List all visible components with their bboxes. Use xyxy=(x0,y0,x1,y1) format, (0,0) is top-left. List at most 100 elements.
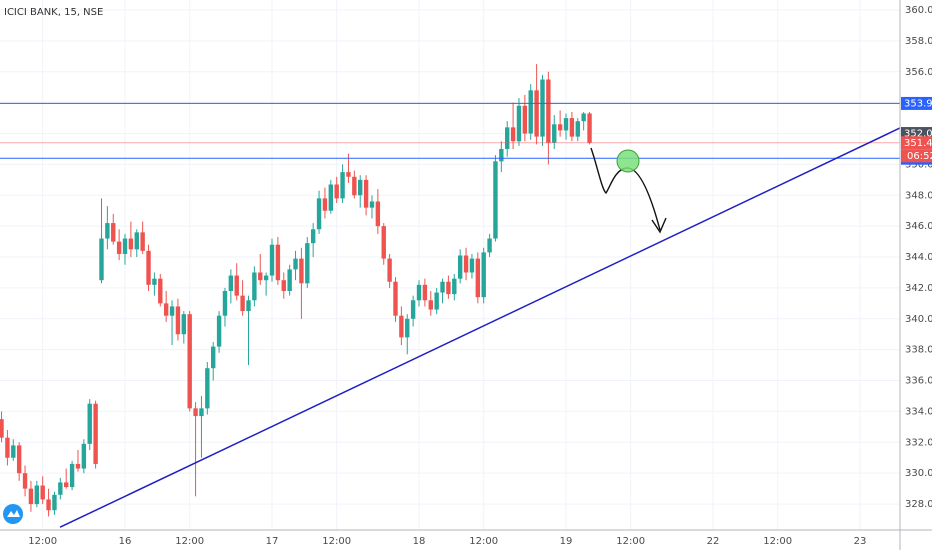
x-tick-label: 12:00 xyxy=(175,536,204,547)
candle-body xyxy=(575,121,580,137)
candle-body xyxy=(58,482,63,495)
candle-body xyxy=(528,90,533,134)
candle-body xyxy=(387,258,392,282)
candle-body xyxy=(534,90,539,137)
marks xyxy=(0,64,901,528)
crosshair-label: 352.00 xyxy=(904,129,932,140)
candle-body xyxy=(5,437,10,458)
y-tick-label: 328.00 xyxy=(905,499,932,510)
candle-body xyxy=(499,148,504,162)
x-tick-label: 18 xyxy=(413,536,426,547)
candle-body xyxy=(146,250,151,285)
candle-body xyxy=(64,482,69,488)
candle-body xyxy=(28,488,34,505)
x-tick-label: 16 xyxy=(119,536,132,547)
chart-title: ICICI BANK, 15, NSE xyxy=(4,7,103,18)
candle-body xyxy=(140,232,145,251)
x-tick-label: 17 xyxy=(266,536,279,547)
candle-body xyxy=(111,223,116,242)
candle-body xyxy=(393,281,398,316)
candle-body xyxy=(93,403,98,464)
candle-body xyxy=(16,445,22,474)
candle-body xyxy=(505,127,510,149)
current-price-box xyxy=(901,136,932,150)
candle-body xyxy=(546,79,551,143)
trend-line xyxy=(59,127,901,528)
y-tick-label: 340.00 xyxy=(905,314,932,325)
candle-body xyxy=(522,105,528,134)
y-tick-label: 330.00 xyxy=(905,468,932,479)
candle-body xyxy=(34,485,40,505)
candle-body xyxy=(228,275,234,292)
candle-body xyxy=(152,278,157,285)
candle-body xyxy=(287,269,292,292)
candle-body xyxy=(410,300,416,319)
y-tick-label: 332.00 xyxy=(905,437,932,448)
candle-body xyxy=(487,238,492,253)
y-tick-label: 358.00 xyxy=(905,36,932,47)
level-box xyxy=(901,96,932,110)
candle-body xyxy=(281,280,286,292)
y-tick-label: 346.00 xyxy=(905,221,932,232)
candle-body xyxy=(440,281,445,293)
candle-body xyxy=(134,232,139,250)
candle-body xyxy=(193,408,198,417)
candle-body xyxy=(363,179,369,208)
price-axis xyxy=(900,0,932,550)
y-tick-label: 356.00 xyxy=(905,67,932,78)
candle-body xyxy=(299,258,304,284)
candle-body xyxy=(69,463,75,488)
candle-body xyxy=(334,184,339,199)
candle-body xyxy=(428,300,433,310)
x-tick-label: 12:00 xyxy=(28,536,57,547)
candle-body xyxy=(234,275,239,296)
candle-body xyxy=(493,161,498,239)
candle-body xyxy=(457,255,463,279)
candle-body xyxy=(405,318,410,338)
countdown-label: 06:52 xyxy=(907,151,932,162)
candle-body xyxy=(587,113,592,143)
candle-body xyxy=(469,258,475,273)
candle-body xyxy=(540,79,545,137)
candle-body xyxy=(81,443,87,469)
x-tick-label: 19 xyxy=(560,536,573,547)
candle-body xyxy=(310,229,316,244)
candle-body xyxy=(346,172,351,177)
candle-body xyxy=(463,255,469,273)
axis-labels: 328.00 330.00 332.00 334.00 336.00 338.00 340.… xyxy=(28,5,932,547)
candle-body xyxy=(187,314,192,409)
y-tick-label: 348.00 xyxy=(905,190,932,201)
candle-body xyxy=(158,278,163,304)
candle-body xyxy=(452,278,457,295)
y-tick-label: 334.00 xyxy=(905,406,932,417)
candle-body xyxy=(275,244,281,281)
grid xyxy=(0,0,900,530)
y-tick-label: 336.00 xyxy=(905,376,932,387)
candle-body xyxy=(128,238,134,250)
candle-body xyxy=(252,272,257,301)
level-label: 353.95 xyxy=(904,98,932,109)
freehand-arrow xyxy=(590,147,667,234)
candle-body xyxy=(358,179,363,196)
candle-body xyxy=(205,368,210,409)
candle-body xyxy=(169,306,175,316)
candle-body xyxy=(293,258,298,270)
y-tick-label: 344.00 xyxy=(905,252,932,263)
y-tick-label: 342.00 xyxy=(905,283,932,294)
candle-body xyxy=(305,243,310,284)
candle-body xyxy=(46,499,51,511)
y-tick-label: 350.00 xyxy=(905,159,932,170)
candle-body xyxy=(75,463,81,469)
candle-body xyxy=(352,176,357,196)
time-axis xyxy=(0,530,932,550)
candle-body xyxy=(105,223,110,239)
candle-body xyxy=(99,238,104,281)
candle-body xyxy=(399,315,404,338)
candle-body xyxy=(434,292,439,310)
candle-body xyxy=(510,127,516,142)
logo xyxy=(3,504,23,524)
candle-body xyxy=(269,244,275,276)
candle-body xyxy=(211,346,216,369)
candle-body xyxy=(516,105,522,142)
